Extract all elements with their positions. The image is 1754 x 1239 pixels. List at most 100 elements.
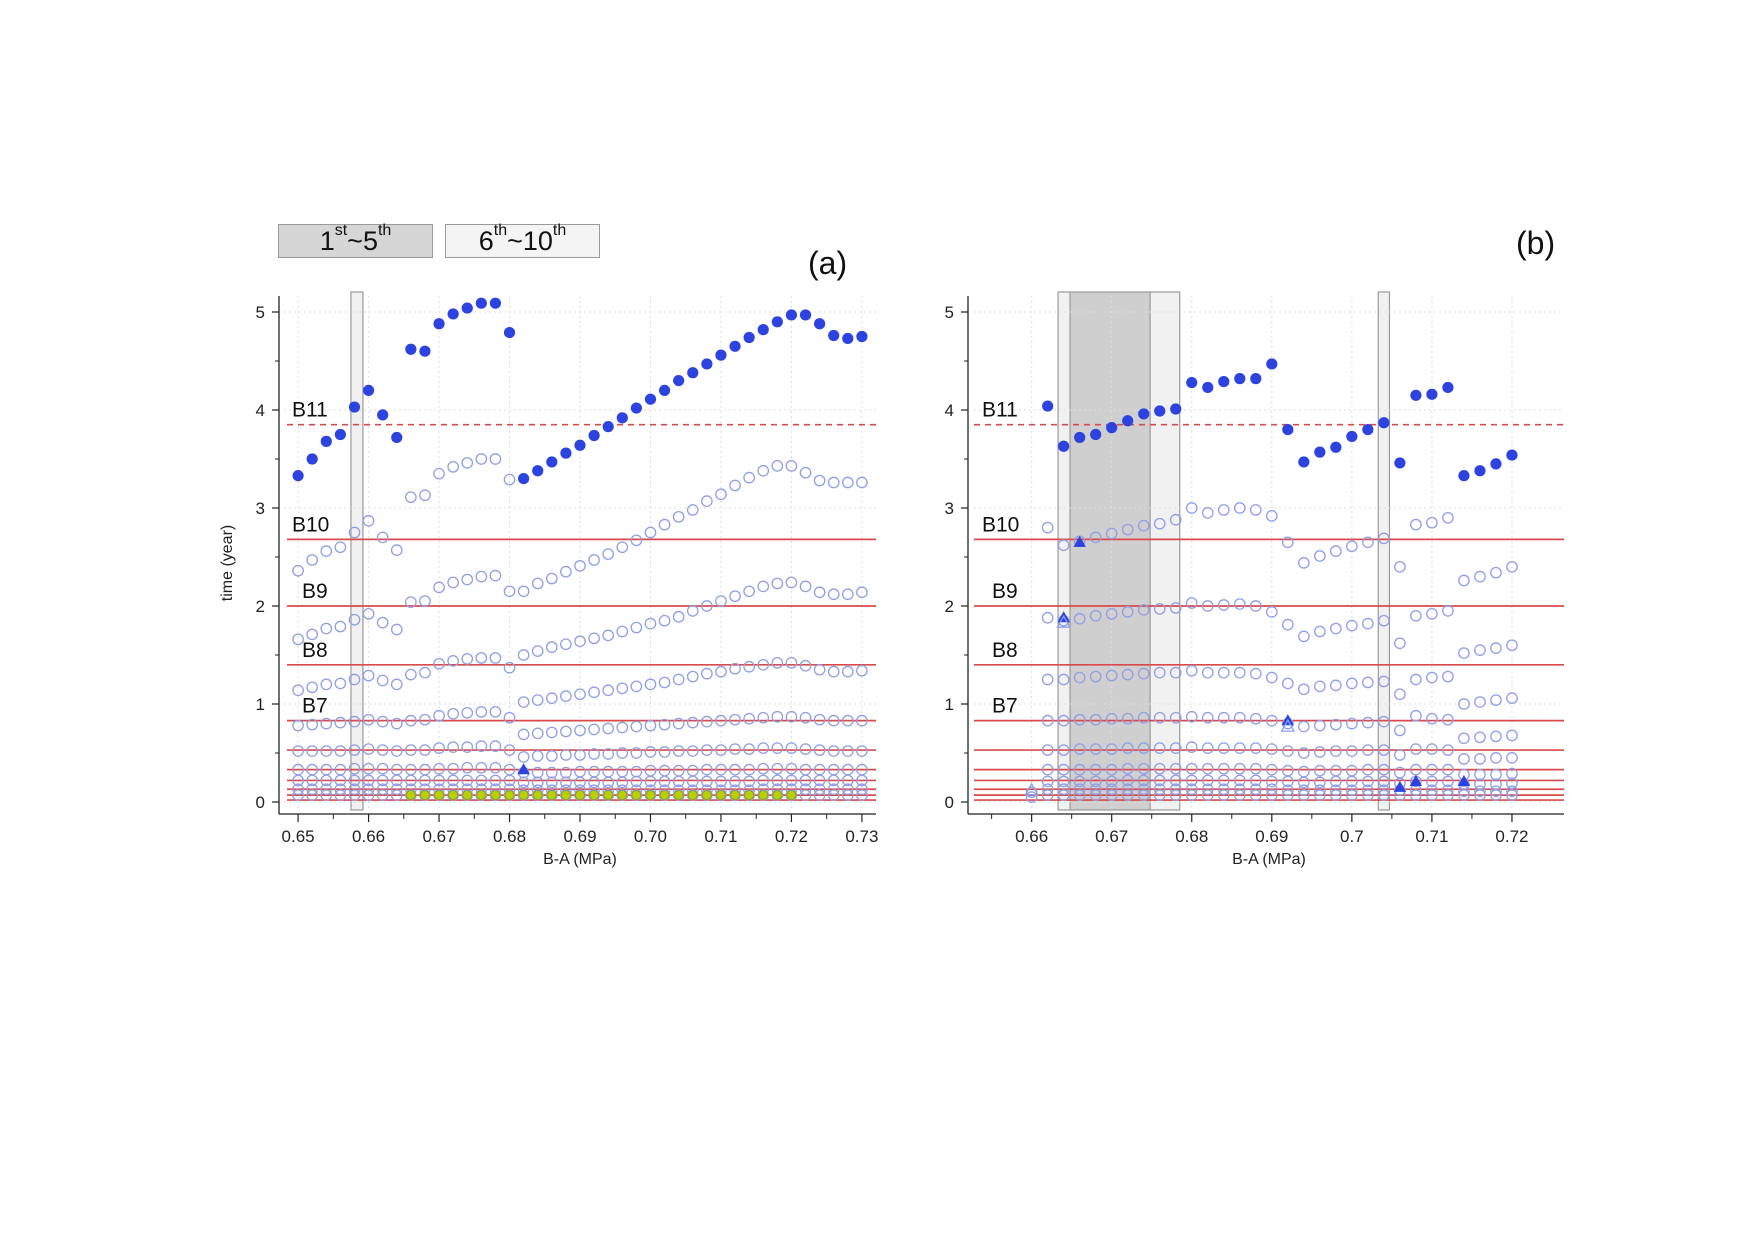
filled-point — [1218, 375, 1230, 388]
hollow-point — [729, 775, 741, 788]
hollow-point — [503, 744, 516, 756]
filled-point — [828, 329, 840, 342]
hollow-point — [1506, 692, 1518, 704]
hollow-point — [602, 684, 615, 697]
filled-point — [687, 367, 699, 379]
hollow-point — [701, 744, 713, 756]
hollow-point — [701, 715, 713, 728]
x-tick-label: 0.68 — [493, 827, 526, 846]
hollow-point — [1249, 667, 1262, 680]
hollow-point — [1313, 680, 1326, 693]
hollow-point — [827, 714, 840, 727]
hollow-point — [433, 789, 445, 801]
hollow-point — [701, 495, 713, 507]
hollow-point — [1281, 784, 1294, 797]
hollow-point — [1249, 600, 1262, 612]
hollow-point — [433, 581, 445, 594]
highlight-point — [716, 790, 726, 801]
filled-point — [644, 393, 657, 405]
hollow-point — [1201, 600, 1214, 612]
hollow-point — [419, 595, 431, 607]
hollow-point — [1346, 717, 1358, 730]
hollow-point — [658, 614, 671, 627]
hollow-point — [1185, 597, 1198, 609]
hollow-point — [475, 740, 488, 752]
hollow-point — [1265, 714, 1278, 727]
hollow-point — [630, 775, 643, 788]
hollow-point — [1378, 532, 1390, 545]
hollow-point — [1185, 502, 1198, 514]
boundary-label: B10 — [982, 513, 1019, 536]
hollow-point — [447, 576, 459, 589]
hollow-point — [1281, 789, 1294, 801]
hollow-point — [1137, 604, 1150, 616]
hollow-point — [771, 762, 784, 775]
hollow-point — [348, 744, 361, 756]
hollow-point — [616, 747, 629, 759]
hollow-point — [1426, 712, 1438, 725]
hollow-point — [743, 763, 755, 776]
hollow-point — [757, 464, 770, 477]
filled-point — [306, 453, 318, 465]
hollow-point — [348, 783, 361, 796]
filled-point — [785, 309, 798, 321]
hollow-point — [1137, 789, 1150, 801]
hollow-point — [1185, 664, 1198, 677]
hollow-point — [390, 678, 403, 691]
panel-label-a: (a) — [808, 245, 848, 281]
hollow-point — [644, 617, 657, 630]
boundary-label: B9 — [302, 580, 328, 603]
hollow-point — [1089, 775, 1102, 788]
hollow-point — [1153, 666, 1166, 679]
hollow-point — [1490, 768, 1502, 781]
hollow-point — [672, 764, 685, 777]
hollow-point — [658, 775, 671, 788]
hollow-point — [1057, 673, 1070, 686]
hollow-point — [856, 745, 868, 757]
hollow-point — [292, 774, 304, 787]
hollow-point — [1265, 743, 1278, 755]
filled-point — [532, 465, 544, 477]
legend-text: 6th~10th — [478, 221, 567, 256]
hollow-point — [1041, 763, 1054, 776]
hollow-point — [1057, 783, 1070, 796]
hollow-point — [1169, 666, 1182, 679]
hollow-point — [658, 789, 671, 801]
filled-point — [715, 349, 727, 361]
filled-point — [348, 401, 361, 413]
hollow-point — [292, 633, 304, 646]
hollow-point — [1265, 606, 1278, 618]
hollow-point — [1506, 752, 1518, 764]
hollow-point — [701, 789, 713, 801]
hollow-point — [1217, 789, 1230, 801]
filled-point — [729, 340, 741, 352]
hollow-point — [461, 774, 474, 787]
hollow-point — [433, 742, 445, 754]
hollow-point — [588, 686, 600, 699]
filled-point — [362, 384, 375, 396]
hollow-point — [1153, 742, 1166, 754]
hollow-point — [841, 783, 854, 796]
shaded-band — [350, 291, 364, 811]
hollow-point — [630, 765, 643, 778]
hollow-point — [630, 720, 643, 733]
hollow-point — [616, 765, 629, 778]
hollow-point — [1057, 789, 1070, 801]
hollow-point — [630, 789, 643, 801]
hollow-point — [771, 656, 784, 669]
hollow-point — [827, 774, 840, 787]
hollow-point — [644, 678, 657, 691]
hollow-point — [1105, 712, 1118, 725]
hollow-point — [1442, 511, 1454, 524]
hollow-point — [376, 616, 389, 629]
triangle-marker — [1024, 782, 1039, 796]
hollow-point — [1346, 677, 1358, 690]
hollow-point — [1057, 539, 1070, 552]
hollow-point — [1313, 789, 1326, 801]
hollow-point — [813, 586, 826, 599]
hollow-point — [841, 714, 854, 727]
hollow-point — [433, 657, 445, 670]
filled-point — [1058, 440, 1070, 452]
hollow-point — [729, 743, 741, 755]
highlight-point — [546, 790, 557, 801]
